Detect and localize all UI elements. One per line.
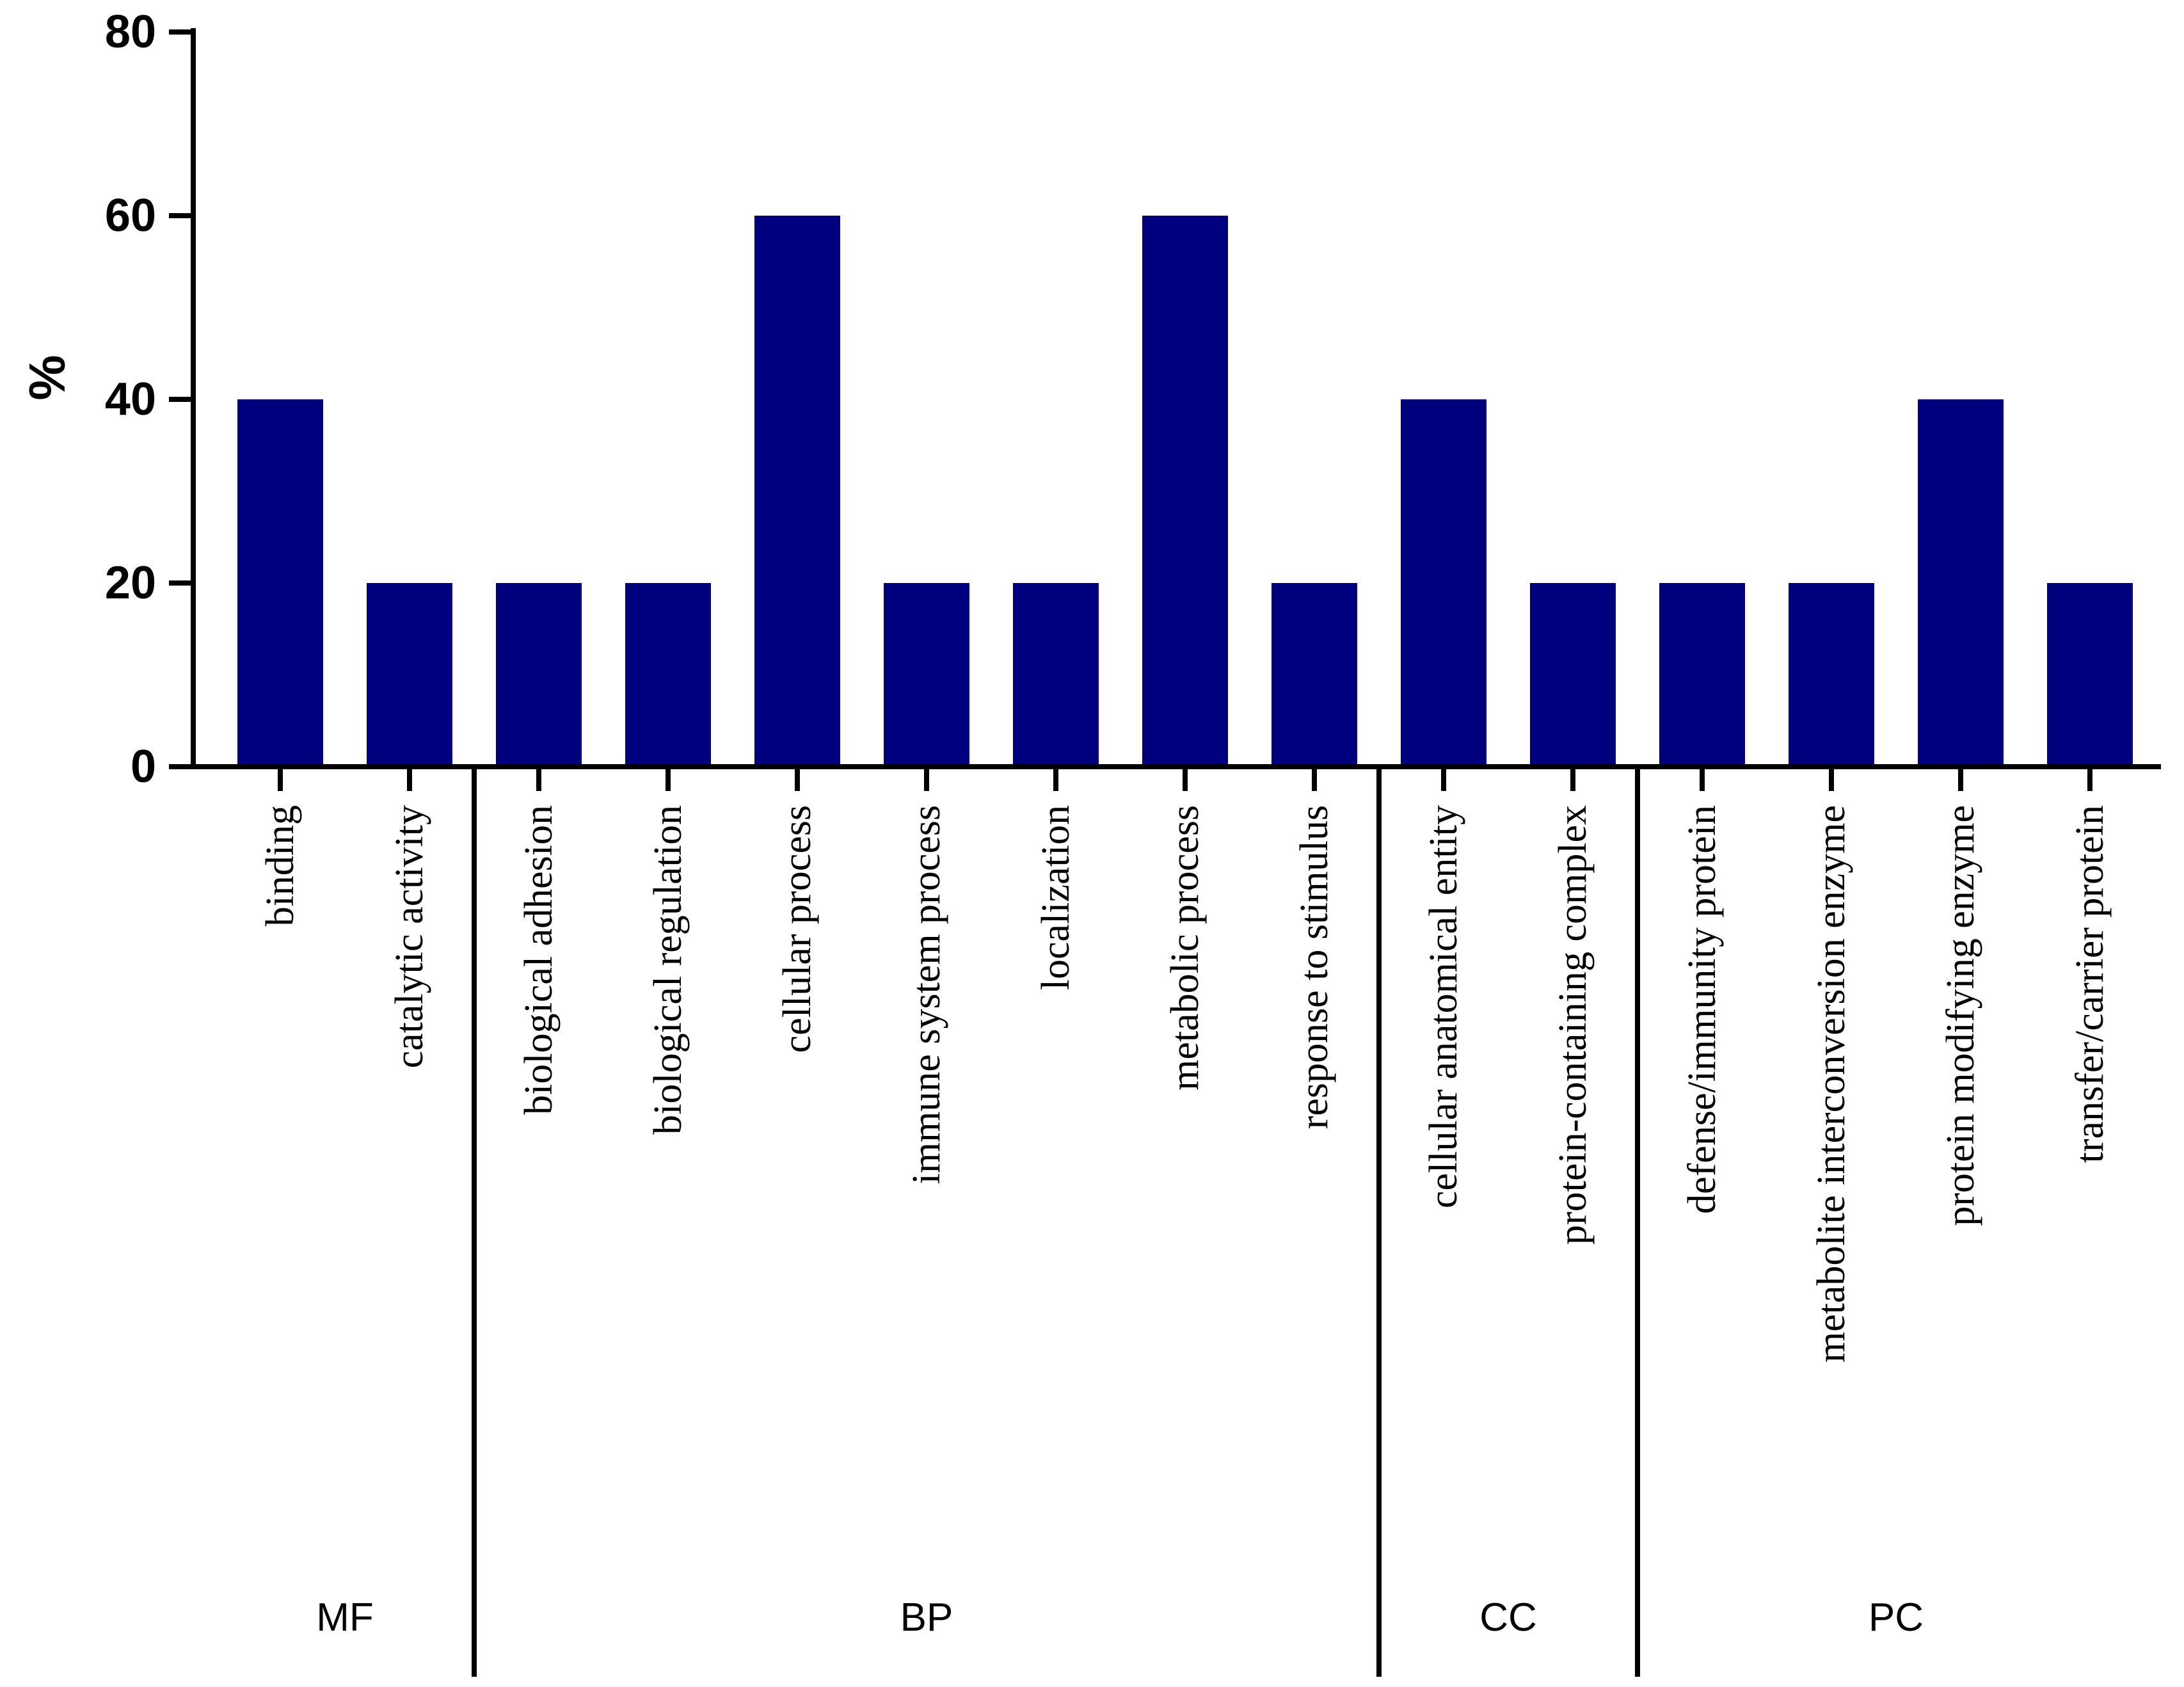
bar-4 — [625, 583, 711, 767]
bar-1 — [237, 399, 323, 767]
y-tick-label-40: 40 — [105, 374, 156, 425]
category-label-1: binding — [259, 805, 302, 926]
labels-layer: 0 20 40 60 80 binding catalytic activity biolog… — [105, 6, 2112, 1640]
bar-2 — [367, 583, 452, 767]
group-label-pc: PC — [1869, 1595, 1924, 1640]
category-label-13: metabolite interconversion enzyme — [1810, 805, 1853, 1363]
category-label-6: immune system process — [905, 805, 948, 1184]
bar-8 — [1142, 216, 1228, 767]
bar-13 — [1789, 583, 1874, 767]
y-tick-label-60: 60 — [105, 190, 156, 241]
bar-10 — [1401, 399, 1487, 767]
category-label-15: transfer/carrier protein — [2068, 805, 2112, 1163]
category-label-12: defense/immunity protein — [1680, 805, 1724, 1214]
category-label-7: localization — [1034, 805, 1078, 990]
bar-15 — [2047, 583, 2133, 767]
bar-11 — [1530, 583, 1616, 767]
bar-9 — [1271, 583, 1357, 767]
group-label-bp: BP — [900, 1595, 953, 1640]
group-label-cc: CC — [1479, 1595, 1537, 1640]
category-label-8: metabolic process — [1163, 805, 1207, 1091]
y-tick-label-0: 0 — [131, 741, 156, 792]
category-label-3: biological adhesion — [517, 805, 561, 1115]
category-label-9: response to stimulus — [1293, 805, 1336, 1129]
bar-7 — [1013, 583, 1099, 767]
category-label-14: protein modifying enzyme — [1939, 805, 1982, 1226]
bar-12 — [1659, 583, 1745, 767]
bar-5 — [754, 216, 840, 767]
bar-6 — [884, 583, 969, 767]
bar-3 — [496, 583, 582, 767]
category-label-5: cellular process — [776, 805, 819, 1053]
axes-layer — [169, 28, 2161, 1677]
bars-layer — [237, 216, 2133, 767]
category-label-10: cellular anatomical entity — [1422, 805, 1465, 1208]
group-label-mf: MF — [316, 1595, 374, 1640]
category-label-4: biological regulation — [646, 805, 690, 1135]
y-axis-label: % — [19, 355, 76, 400]
y-tick-label-80: 80 — [105, 6, 156, 58]
bar-14 — [1918, 399, 2004, 767]
y-tick-label-20: 20 — [105, 557, 156, 609]
category-label-11: protein-containing complex — [1551, 805, 1595, 1245]
category-label-2: catalytic activity — [388, 805, 431, 1068]
